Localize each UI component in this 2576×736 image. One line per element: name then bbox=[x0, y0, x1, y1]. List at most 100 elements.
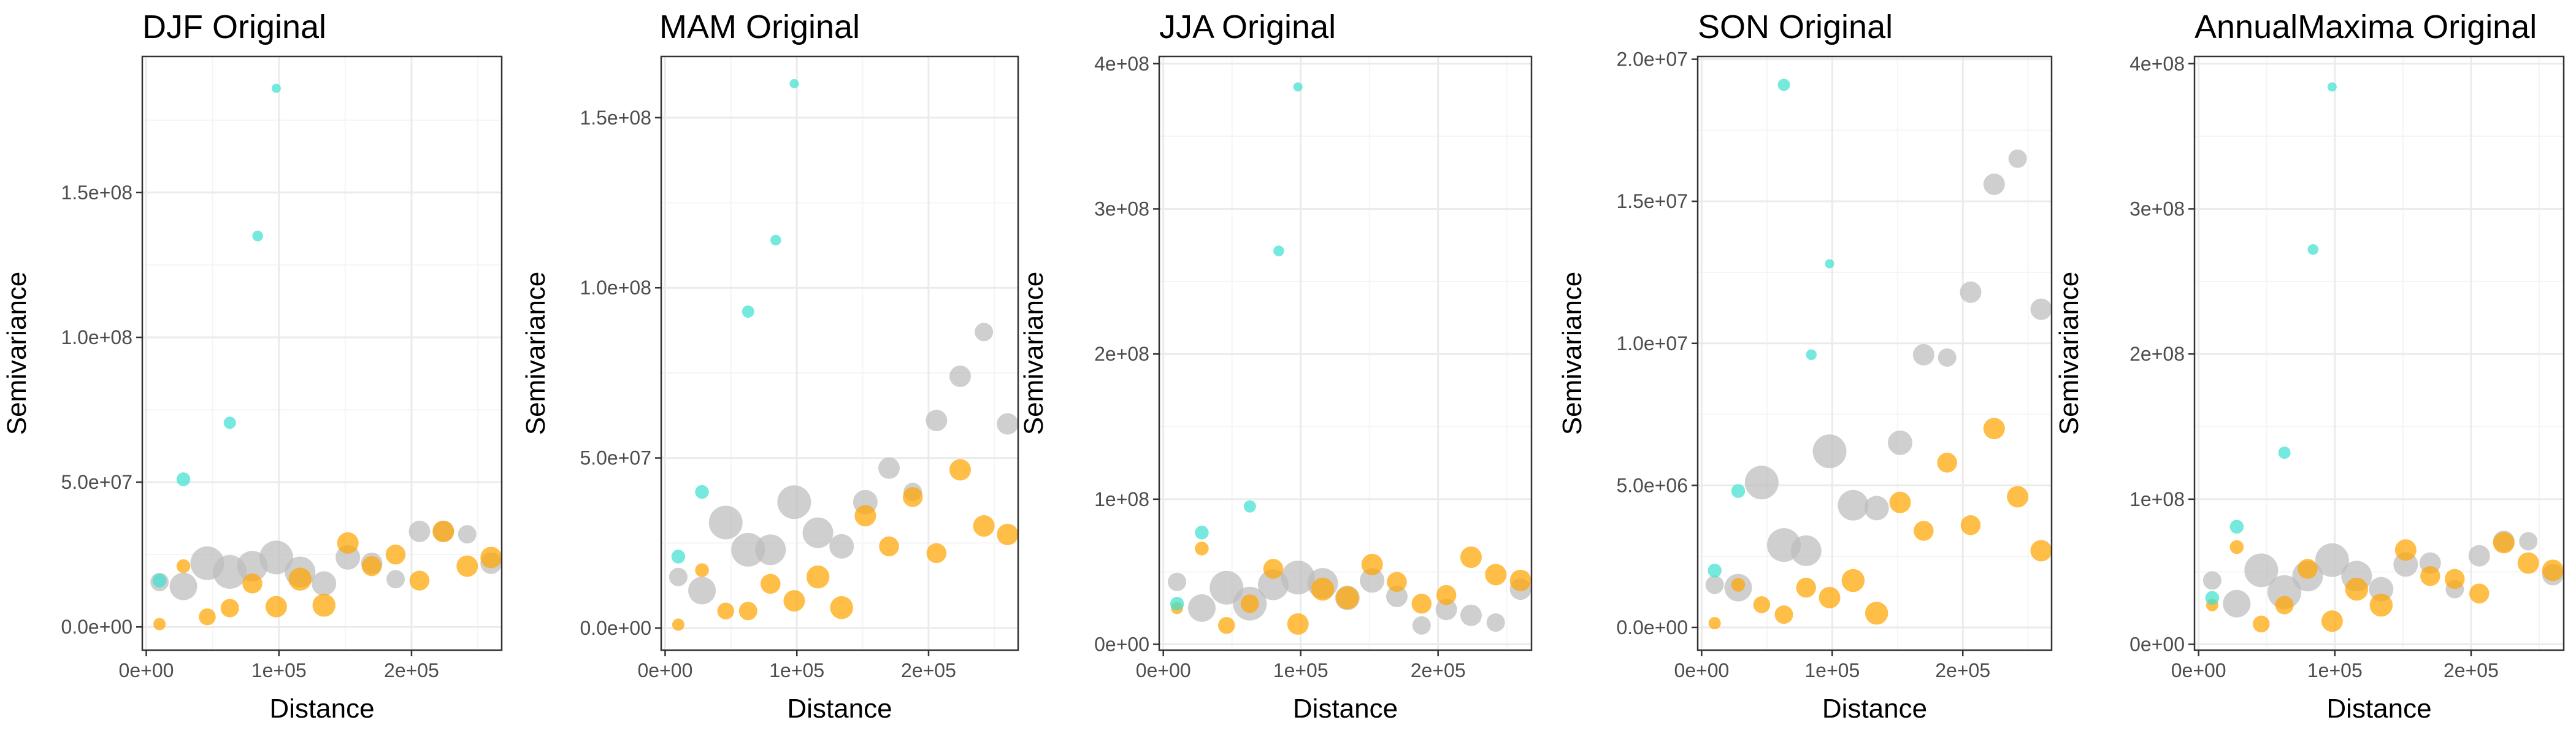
point-orange bbox=[1336, 586, 1359, 610]
point-orange bbox=[1774, 605, 1793, 624]
point-orange bbox=[2469, 583, 2490, 604]
point-orange bbox=[783, 590, 805, 612]
y-tick-label: 1.0e+08 bbox=[580, 277, 651, 299]
point-grey bbox=[1864, 496, 1889, 521]
point-cyan bbox=[1777, 79, 1790, 91]
point-grey bbox=[1705, 575, 1724, 594]
point-orange bbox=[2517, 552, 2539, 574]
panel-title: AnnualMaxima Original bbox=[2195, 9, 2537, 45]
point-orange bbox=[2420, 566, 2440, 586]
point-cyan bbox=[1195, 526, 1209, 540]
point-cyan bbox=[2327, 82, 2337, 92]
point-orange bbox=[1387, 572, 1407, 592]
point-cyan bbox=[271, 83, 281, 93]
y-tick-label: 1e+08 bbox=[2129, 488, 2185, 510]
point-grey bbox=[1812, 434, 1847, 469]
point-orange bbox=[1411, 594, 1432, 614]
x-axis-title: Distance bbox=[1822, 694, 1927, 724]
y-tick-label: 1.0e+07 bbox=[1616, 332, 1688, 355]
point-orange bbox=[1240, 594, 1259, 613]
y-tick-label: 2e+08 bbox=[2129, 343, 2185, 365]
y-axis-title: Semivariance bbox=[2054, 272, 2084, 435]
point-grey bbox=[1983, 173, 2005, 195]
point-orange bbox=[1865, 602, 1888, 625]
point-cyan bbox=[1293, 82, 1303, 92]
point-cyan bbox=[1708, 564, 1722, 578]
point-grey bbox=[408, 520, 431, 542]
panel-title: SON Original bbox=[1698, 9, 1893, 45]
point-grey bbox=[1412, 616, 1431, 635]
point-grey bbox=[708, 505, 743, 540]
point-orange bbox=[1263, 559, 1284, 579]
point-grey bbox=[1386, 585, 1408, 607]
y-tick-label: 1e+08 bbox=[1094, 488, 1149, 510]
y-tick-label: 5.0e+07 bbox=[580, 447, 651, 469]
point-cyan bbox=[742, 305, 754, 318]
point-grey bbox=[2267, 575, 2302, 609]
point-orange bbox=[1937, 453, 1957, 473]
y-tick-label: 0.0e+00 bbox=[1616, 616, 1688, 638]
point-cyan bbox=[789, 79, 799, 88]
point-grey bbox=[2315, 543, 2349, 577]
point-grey bbox=[688, 577, 716, 605]
y-tick-label: 1.5e+07 bbox=[1616, 190, 1688, 212]
point-cyan bbox=[1806, 349, 1817, 361]
panel-2: 0e+00 1e+05 2e+05 0.0e+00 5.0e+07 1.0e+08 1.5e… bbox=[521, 9, 1019, 724]
x-tick-label: 1e+05 bbox=[769, 659, 824, 681]
point-orange bbox=[1361, 553, 1383, 575]
point-orange bbox=[1708, 617, 1721, 629]
point-cyan bbox=[1825, 259, 1834, 269]
point-grey bbox=[949, 365, 972, 387]
point-orange bbox=[1841, 569, 1865, 592]
point-orange bbox=[432, 520, 454, 542]
panel-1: 0e+00 1e+05 2e+05 0.0e+00 5.0e+07 1.0e+08 1.5e… bbox=[2, 9, 503, 724]
panel-border bbox=[660, 55, 1019, 651]
point-orange bbox=[806, 565, 830, 589]
point-cyan bbox=[671, 550, 686, 564]
point-orange bbox=[242, 573, 263, 594]
panel-title: JJA Original bbox=[1159, 9, 1336, 45]
point-grey bbox=[2519, 532, 2538, 551]
point-cyan bbox=[152, 573, 167, 588]
point-orange bbox=[717, 602, 734, 619]
point-orange bbox=[1753, 596, 1771, 613]
point-grey bbox=[2202, 571, 2221, 590]
point-grey bbox=[1938, 348, 1957, 367]
point-grey bbox=[1435, 599, 1457, 621]
x-axis-title: Distance bbox=[2326, 694, 2431, 724]
point-orange bbox=[761, 573, 781, 594]
point-orange bbox=[879, 536, 899, 557]
x-tick-label: 2e+05 bbox=[384, 659, 439, 681]
point-orange bbox=[1509, 569, 1531, 591]
point-cyan bbox=[2229, 519, 2244, 534]
panel-3: 0e+00 1e+05 2e+05 0e+00 1e+08 2e+08 3e+08 4e+08… bbox=[1019, 9, 1533, 724]
point-orange bbox=[973, 515, 995, 537]
point-grey bbox=[878, 457, 900, 479]
point-orange bbox=[1218, 617, 1235, 634]
y-tick-label: 1.5e+08 bbox=[61, 182, 132, 204]
point-grey bbox=[1360, 568, 1385, 593]
point-orange bbox=[1311, 577, 1335, 601]
y-tick-label: 0.0e+00 bbox=[61, 616, 132, 638]
point-orange bbox=[2345, 577, 2369, 601]
x-tick-label: 1e+05 bbox=[2307, 659, 2363, 681]
point-grey bbox=[169, 572, 197, 600]
point-orange bbox=[902, 487, 923, 507]
panel-border bbox=[1696, 55, 2053, 651]
point-orange bbox=[1485, 564, 1507, 586]
point-orange bbox=[199, 608, 216, 626]
point-orange bbox=[409, 570, 430, 591]
y-tick-label: 0.0e+00 bbox=[580, 617, 651, 639]
y-axis-title: Semivariance bbox=[1019, 272, 1049, 435]
point-grey bbox=[2008, 149, 2027, 168]
point-orange bbox=[738, 602, 757, 621]
point-grey bbox=[755, 534, 786, 565]
point-grey bbox=[1460, 604, 1482, 626]
point-orange bbox=[1914, 521, 1934, 541]
point-orange bbox=[220, 599, 239, 618]
point-orange bbox=[2542, 559, 2564, 581]
point-grey bbox=[777, 485, 811, 519]
point-grey bbox=[1281, 561, 1315, 595]
x-tick-label: 0e+00 bbox=[638, 659, 693, 681]
y-tick-label: 1.5e+08 bbox=[580, 107, 651, 129]
